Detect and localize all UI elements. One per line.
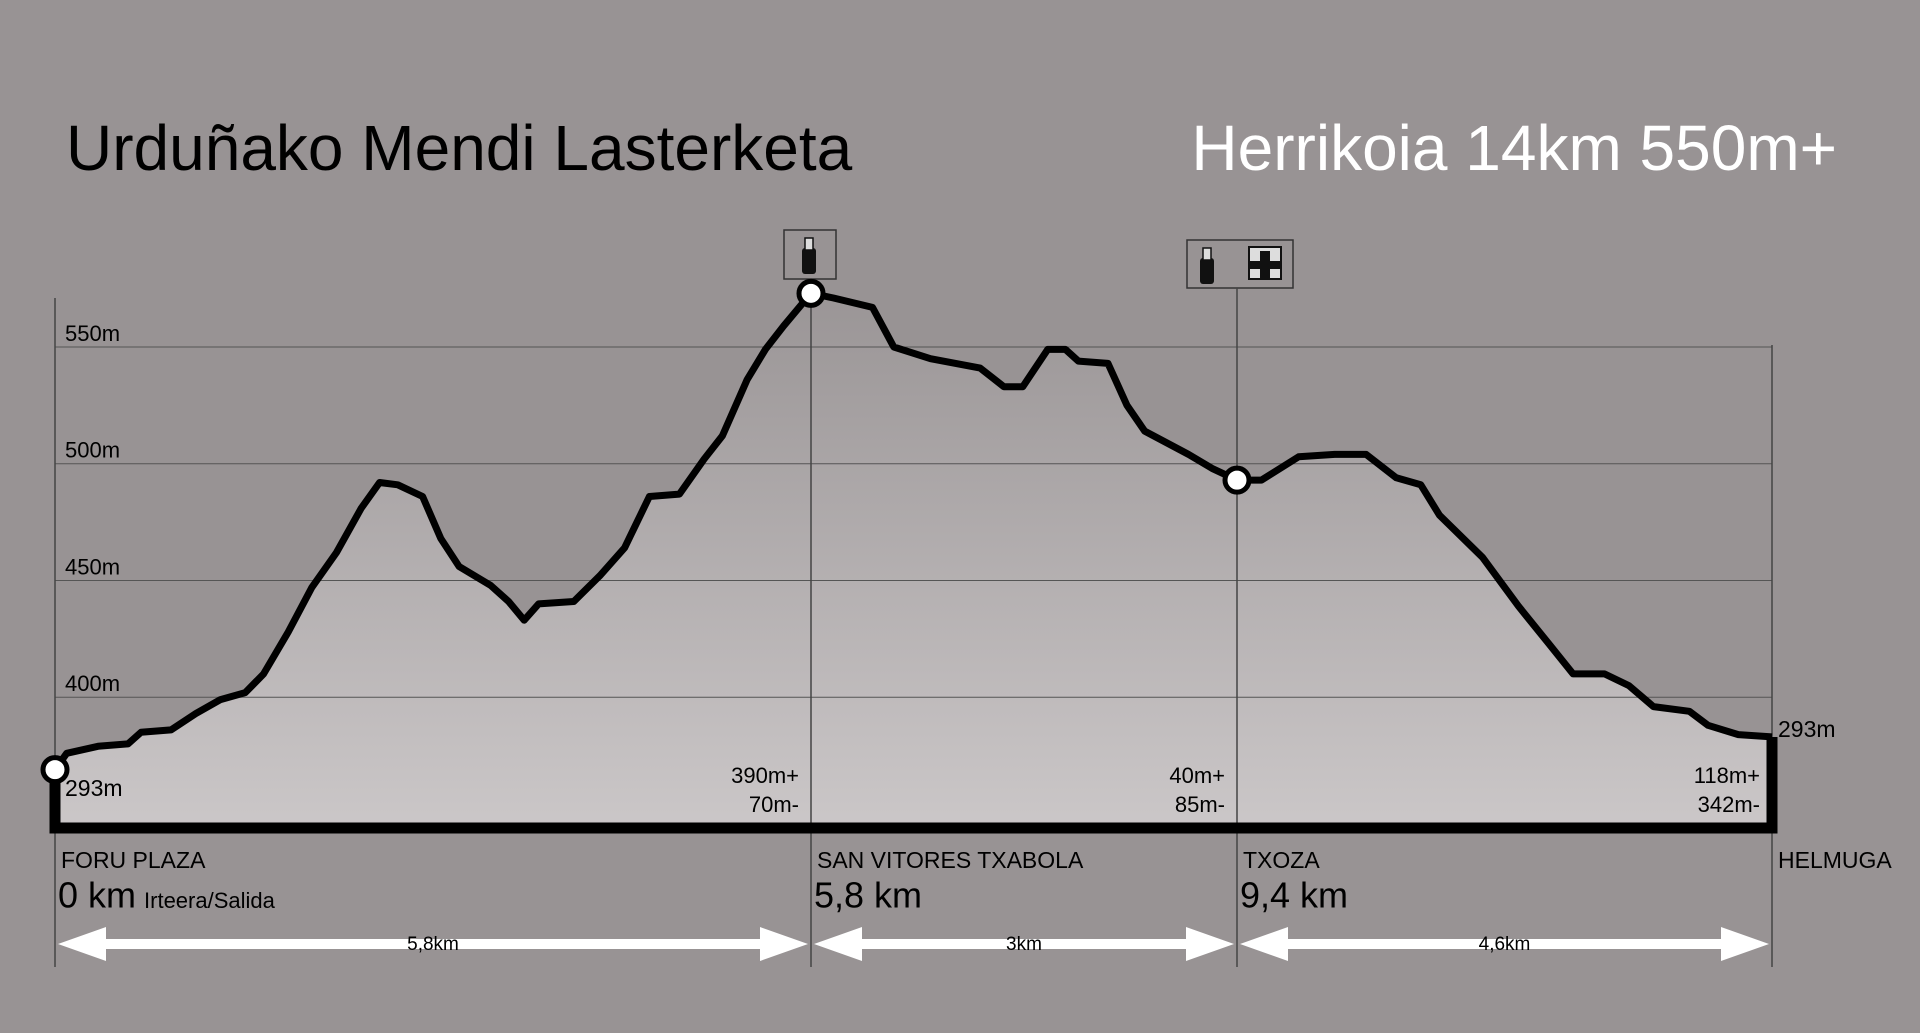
elevation-label: 293m [1778,716,1836,742]
checkpoint-name: FORU PLAZA [61,847,206,873]
chart-title: Urduñako Mendi Lasterketa [66,112,853,184]
climb-label: 40m+ [1169,763,1225,788]
segment-arrow [58,927,808,961]
descent-label: 85m- [1175,792,1225,817]
checkpoint-marker [1222,465,1252,495]
y-tick-label: 400m [65,671,120,696]
aid-icon [1186,239,1294,289]
chart-subtitle: Herrikoia 14km 550m+ [1191,112,1837,184]
descent-label: 342m- [1698,792,1760,817]
checkpoint-note: Irteera/Salida [144,888,276,913]
checkpoint-name: HELMUGA [1778,847,1892,873]
climb-label: 118m+ [1694,763,1760,788]
segment-label: 5,8km [407,934,459,955]
segment-arrow [814,927,1234,961]
elevation-label: 293m [65,775,123,801]
checkpoint-marker [40,755,70,785]
segment-label: 3km [1006,934,1042,955]
checkpoint-name: SAN VITORES TXABOLA [817,847,1084,873]
y-tick-label: 550m [65,321,120,346]
checkpoint-name: TXOZA [1243,847,1320,873]
baseline [49,736,1778,834]
climb-label: 390m+ [731,763,799,788]
checkpoint-distance: 9,4 km [1240,875,1348,916]
segment-arrow [1240,927,1769,961]
y-tick-label: 450m [65,554,120,579]
checkpoint-distance: 0 km [58,875,136,916]
area-fill [55,293,1772,828]
checkpoint-marker [796,278,826,308]
y-tick-label: 500m [65,438,120,463]
segment-label: 4,6km [1479,934,1531,955]
checkpoint-distance: 5,8 km [814,875,922,916]
descent-label: 70m- [749,792,799,817]
